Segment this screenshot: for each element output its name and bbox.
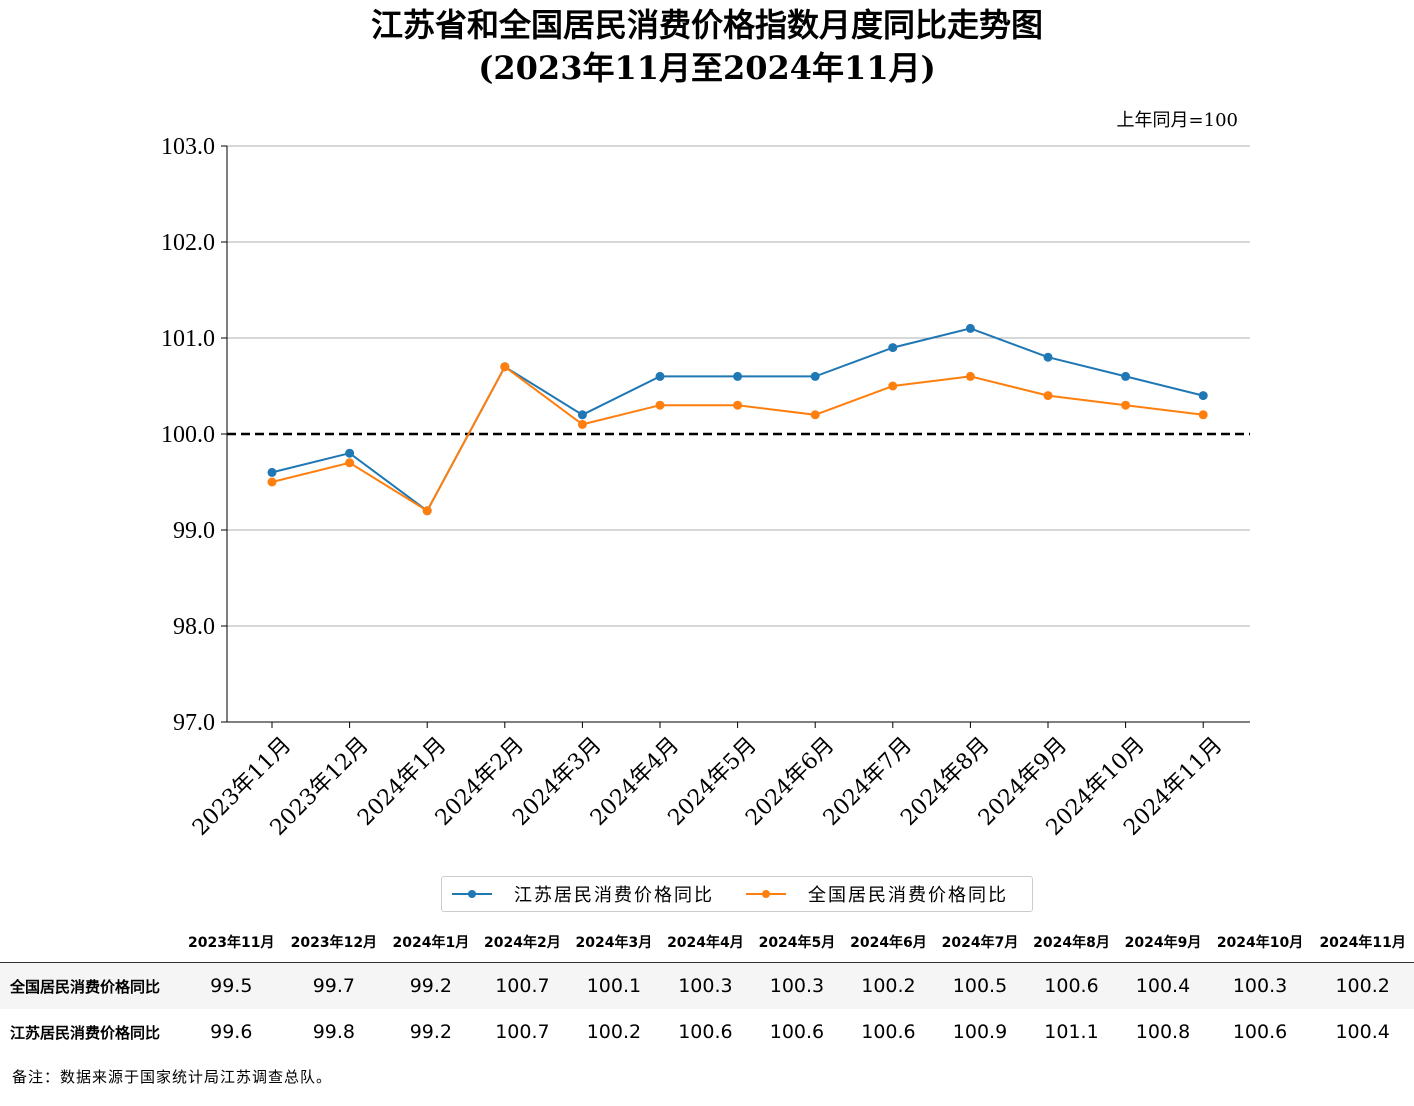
data-point <box>345 458 355 468</box>
table-cell: 100.3 <box>1208 962 1312 1009</box>
legend-label-national: 全国居民消费价格同比 <box>808 885 1008 906</box>
table-row-label: 全国居民消费价格同比 <box>0 962 180 1009</box>
table-column-header: 2024年4月 <box>659 922 752 963</box>
data-point <box>1198 410 1208 420</box>
data-point <box>655 371 665 381</box>
table-cell: 99.6 <box>210 1021 253 1043</box>
y-tick-label: 97.0 <box>173 710 215 736</box>
table-column-header: 2023年11月 <box>180 922 283 963</box>
legend-swatch-national <box>744 885 788 903</box>
footnote: 备注：数据来源于国家统计局江苏调查总队。 <box>12 1068 333 1086</box>
legend-item-national: 全国居民消费价格同比 <box>744 881 1008 907</box>
table-column-header: 2024年11月 <box>1311 922 1414 963</box>
data-point <box>1043 352 1053 362</box>
data-point <box>965 371 975 381</box>
table-cell: 99.5 <box>180 962 283 1009</box>
data-point <box>810 371 820 381</box>
data-point <box>733 400 743 410</box>
table-cell: 99.2 <box>409 1021 453 1043</box>
y-tick-label: 102.0 <box>161 230 215 256</box>
data-point <box>1043 391 1053 401</box>
table-cell: 100.6 <box>1232 1021 1288 1043</box>
table-cell: 100.6 <box>861 1021 916 1043</box>
data-point <box>1198 391 1208 401</box>
data-point <box>888 381 898 391</box>
data-point <box>655 400 665 410</box>
legend-item-jiangsu: 江苏居民消费价格同比 <box>450 881 714 907</box>
chart-title: 江苏省和全国居民消费价格指数月度同比走势图 <box>370 6 1043 44</box>
data-point <box>500 362 510 372</box>
legend-label-jiangsu: 江苏居民消费价格同比 <box>514 885 714 906</box>
data-point <box>577 410 587 420</box>
table-column-header: 2024年9月 <box>1117 922 1209 963</box>
table-cell: 100.2 <box>1311 962 1414 1009</box>
data-point <box>810 410 820 420</box>
table-cell: 100.4 <box>1117 962 1209 1009</box>
table-cell: 100.7 <box>495 1021 550 1043</box>
table-cell: 99.7 <box>282 962 386 1009</box>
series-line-0 <box>271 327 1204 513</box>
data-point <box>577 419 587 429</box>
table-corner <box>0 922 180 963</box>
table-cell: 100.7 <box>476 962 569 1009</box>
table-column-header: 2024年3月 <box>568 922 660 963</box>
table-row: 全国居民消费价格同比 99.5 99.7 99.2 100.7 100.1 100.3 100… <box>0 962 1414 1009</box>
y-tick-label: 103.0 <box>161 134 215 160</box>
table-cell: 99.8 <box>312 1021 355 1043</box>
series-line-1 <box>271 365 1204 513</box>
line-chart: 97.098.099.0100.0101.0102.0103.02023年11月… <box>161 134 1250 841</box>
table-column-header: 2024年7月 <box>934 922 1026 963</box>
table-column-header: 2024年1月 <box>385 922 477 963</box>
table-cell: 101.1 <box>1044 1021 1099 1043</box>
table-cell: 100.3 <box>659 962 752 1009</box>
y-tick-label: 100.0 <box>161 422 215 448</box>
table-column-header: 2024年10月 <box>1208 922 1312 963</box>
table-cell: 100.8 <box>1135 1021 1191 1043</box>
table-column-header: 2024年5月 <box>751 922 843 963</box>
table-column-header: 2024年6月 <box>842 922 935 963</box>
data-point <box>422 506 432 516</box>
y-tick-label: 98.0 <box>173 614 215 640</box>
legend: 江苏居民消费价格同比 全国居民消费价格同比 <box>441 876 1033 912</box>
table-cell: 100.6 <box>1025 962 1118 1009</box>
table-cell: 100.6 <box>769 1021 825 1043</box>
table-cell: 100.6 <box>678 1021 733 1043</box>
table-cell: 100.2 <box>586 1021 642 1043</box>
legend-swatch-jiangsu <box>450 885 494 903</box>
table-cell: 100.1 <box>568 962 660 1009</box>
data-point <box>267 467 277 477</box>
data-point <box>267 477 277 487</box>
data-point <box>1121 400 1131 410</box>
table-row: 江苏居民消费价格同比 99.6 99.8 99.2 100.7 100.2 100.6 100… <box>0 1009 1414 1055</box>
table-column-header: 2024年2月 <box>476 922 569 963</box>
data-point <box>345 448 355 458</box>
table-column-header: 2024年8月 <box>1025 922 1118 963</box>
table-cell: 99.2 <box>385 962 477 1009</box>
y-tick-label: 99.0 <box>173 518 215 544</box>
data-point <box>1121 371 1131 381</box>
table-cell: 100.2 <box>842 962 935 1009</box>
table-cell: 100.9 <box>952 1021 1008 1043</box>
table-header-row: 2023年11月 2023年12月 2024年1月 2024年2月 2024年3月 202… <box>0 922 1414 963</box>
unit-note: 上年同月=100 <box>1116 110 1238 131</box>
y-tick-label: 101.0 <box>161 326 215 352</box>
table-row-label: 江苏居民消费价格同比 <box>10 1023 161 1042</box>
data-point <box>733 371 743 381</box>
table-cell: 100.4 <box>1335 1021 1390 1043</box>
data-point <box>888 343 898 353</box>
data-point <box>965 323 975 333</box>
table-column-header: 2023年12月 <box>282 922 386 963</box>
table-cell: 100.5 <box>934 962 1026 1009</box>
data-table: 2023年11月 2023年12月 2024年1月 2024年2月 2024年3月 202… <box>0 922 1414 1055</box>
chart-subtitle: (2023年11月至2024年11月) <box>478 49 936 87</box>
table-cell: 100.3 <box>751 962 843 1009</box>
